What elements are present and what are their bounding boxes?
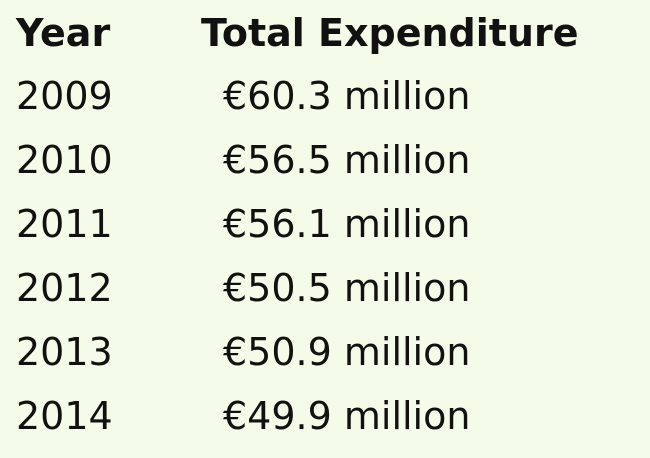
year-cell: 2014 — [16, 394, 113, 438]
table-header-row: Year Total Expenditure — [0, 2, 650, 64]
year-cell: 2010 — [16, 138, 113, 182]
expenditure-cell: €60.3 million — [223, 74, 471, 118]
expenditure-cell: €56.5 million — [223, 138, 471, 182]
column-header-year: Year — [16, 11, 111, 55]
column-header-total-expenditure: Total Expenditure — [201, 11, 579, 55]
table-row: 2012 €50.5 million — [0, 256, 650, 320]
expenditure-cell: €50.9 million — [223, 330, 471, 374]
table-row: 2011 €56.1 million — [0, 192, 650, 256]
table-body: 2009 €60.3 million 2010 €56.5 million 20… — [0, 64, 650, 448]
year-cell: 2011 — [16, 202, 113, 246]
year-cell: 2012 — [16, 266, 113, 310]
year-cell: 2009 — [16, 74, 113, 118]
table-header: Year Total Expenditure — [0, 2, 650, 64]
expenditure-cell: €49.9 million — [223, 394, 471, 438]
table-row: 2013 €50.9 million — [0, 320, 650, 384]
expenditure-cell: €56.1 million — [223, 202, 471, 246]
expenditure-cell: €50.5 million — [223, 266, 471, 310]
table-row: 2009 €60.3 million — [0, 64, 650, 128]
table-row: 2010 €56.5 million — [0, 128, 650, 192]
year-cell: 2013 — [16, 330, 113, 374]
table-row: 2014 €49.9 million — [0, 384, 650, 448]
expenditure-table: Year Total Expenditure 2009 €60.3 millio… — [0, 2, 650, 448]
